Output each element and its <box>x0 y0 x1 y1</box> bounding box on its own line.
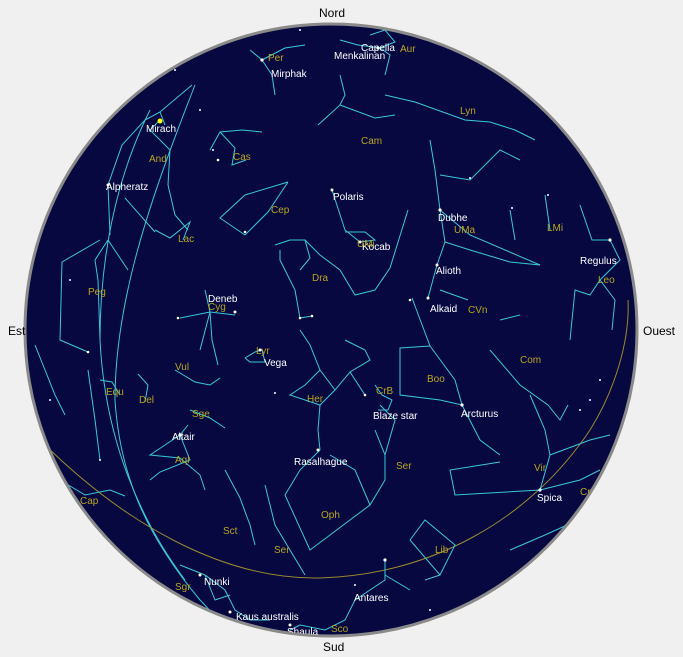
constellation-label-and: And <box>149 154 167 165</box>
compass-south-label: Sud <box>323 640 345 654</box>
constellation-label-her: Her <box>307 394 324 405</box>
constellation-label-peg: Peg <box>88 287 106 298</box>
compass-east-label: Est <box>8 324 26 338</box>
constellation-label-del: Del <box>139 395 154 406</box>
constellation-label-cam: Cam <box>361 136 382 147</box>
constellation-label-vul: Vul <box>175 362 189 373</box>
star-label-dubhe: Dubhe <box>438 213 468 224</box>
star-label-alkaid: Alkaid <box>430 304 457 315</box>
star-label-mirach: Mirach <box>146 124 176 135</box>
star-label-kocab: Kocab <box>362 242 391 253</box>
star-label-shaula: Shaula <box>287 627 319 638</box>
constellation-label-aur: Aur <box>400 44 416 55</box>
constellation-labels: Per Aur Lyn Cam And Cas Cep Lac UMi UMa LMi Leo Peg D… <box>80 44 615 635</box>
constellation-label-sct: Sct <box>223 526 238 537</box>
constellation-label-umi: UMi <box>357 239 375 250</box>
constellation-label-lyn: Lyn <box>460 106 476 117</box>
star-label-capella: Capella <box>361 43 395 54</box>
constellation-label-uma: UMa <box>454 225 476 236</box>
mirach-highlight-star <box>157 118 163 124</box>
star-label-vega: Vega <box>264 358 287 369</box>
star-label-alioth: Alioth <box>436 266 461 277</box>
constellation-label-boo: Boo <box>427 374 445 385</box>
star-label-nunki: Nunki <box>204 577 230 588</box>
constellation-label-sgr: Sgr <box>175 582 191 593</box>
constellation-label-equ: Equ <box>106 387 124 398</box>
constellation-label-sge: Sge <box>192 409 210 420</box>
star-label-arcturus: Arcturus <box>461 409 498 420</box>
constellation-label-ser1: Ser <box>396 461 412 472</box>
constellation-lines <box>34 29 621 631</box>
milky-way <box>99 84 236 635</box>
star-label-blaze-star: Blaze star <box>373 411 418 422</box>
ecliptic <box>39 299 629 579</box>
constellation-label-lib: Lib <box>435 545 449 556</box>
constellation-label-crv: Cr <box>580 487 591 498</box>
constellation-label-leo: Leo <box>598 275 615 286</box>
constellation-label-vir: Vir <box>534 463 547 474</box>
compass-north-label: Nord <box>319 6 346 20</box>
compass-west-label: Ouest <box>643 324 676 338</box>
constellation-label-dra: Dra <box>312 273 329 284</box>
constellation-label-sco: Sco <box>331 624 349 635</box>
sky-disc <box>23 22 639 638</box>
star-label-deneb: Deneb <box>208 294 238 305</box>
star-label-antares: Antares <box>354 593 388 604</box>
star-label-rasalhague: Rasalhague <box>294 457 348 468</box>
constellation-label-cyg: Cyg <box>208 302 226 313</box>
constellation-label-cap: Cap <box>80 496 99 507</box>
star-label-polaris: Polaris <box>333 192 364 203</box>
constellation-label-per: Per <box>268 53 284 64</box>
sky-content: MirachAlpheratzMirphakMenkalinanCapellaP… <box>34 29 629 638</box>
star-label-spica: Spica <box>537 493 562 504</box>
star-label-menkalinan: Menkalinan <box>334 51 385 62</box>
star-label-mirphak: Mirphak <box>271 69 308 80</box>
constellation-label-cep: Cep <box>271 205 290 216</box>
star-label-altair: Altair <box>172 432 195 443</box>
constellation-label-aql: Aql <box>175 455 189 466</box>
constellation-label-oph: Oph <box>321 510 340 521</box>
constellation-label-lmi: LMi <box>547 223 563 234</box>
background-stars <box>49 29 621 627</box>
constellation-label-cvn: CVn <box>468 305 487 316</box>
star-label-kaus-australis: Kaus australis <box>236 612 299 623</box>
constellation-label-cas: Cas <box>233 152 251 163</box>
constellation-label-ser2: Ser <box>274 545 290 556</box>
star-label-regulus: Regulus <box>580 256 617 267</box>
star-label-alpheratz: Alpheratz <box>106 182 148 193</box>
constellation-label-crb: CrB <box>376 386 394 397</box>
constellation-label-lac: Lac <box>178 234 194 245</box>
constellation-label-com: Com <box>520 355 541 366</box>
constellation-label-lyr: Lyr <box>256 346 270 357</box>
